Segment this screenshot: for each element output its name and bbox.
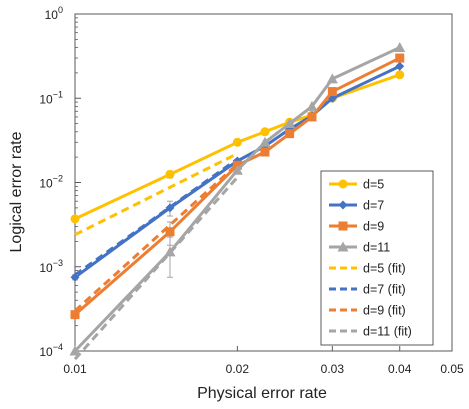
series-d-5-fit [74,152,239,237]
marker-square [327,87,337,97]
marker-square [260,147,270,157]
series-layer [69,42,406,361]
legend-label: d=7 [363,199,384,213]
y-tick-base: 10 [39,92,53,106]
marker-circle [70,214,80,224]
legend-label: d=11 [363,241,390,255]
series-d-11 [69,42,406,356]
legend-item: d=5 [329,178,384,192]
legend-label: d=7 (fit) [363,283,406,297]
y-tick-base: 10 [39,261,53,275]
marker-circle [165,169,175,179]
marker-circle [232,137,242,147]
marker-triangle [69,345,81,356]
marker-square [307,112,317,122]
marker-triangle [259,136,271,147]
series-line-d-11 [73,46,401,353]
y-tick-label: 10−2 [39,174,63,191]
marker-square [70,310,80,320]
marker-square [285,129,295,139]
legend-box [320,170,434,346]
marker-triangle [284,118,296,129]
legend-item: d=11 (fit) [329,325,412,339]
fit-line-d-7-fit [74,157,239,277]
y-tick-base: 10 [45,8,59,22]
legend-label: d=9 (fit) [363,304,406,318]
marker-triangle [337,241,349,252]
y-tick-base: 10 [39,177,53,191]
y-tick-exponent: −3 [53,258,63,268]
marker-circle [338,179,348,189]
marker-triangle [394,42,406,53]
legend-label: d=11 (fit) [363,325,412,339]
y-tick-base: 10 [39,345,53,359]
legend-item: d=9 (fit) [329,304,406,318]
series-d-7-fit [74,157,239,277]
fit-line-d-5-fit [74,152,239,237]
marker-diamond [395,61,405,71]
marker-diamond [165,203,175,213]
y-tick-exponent: −2 [53,174,63,184]
series-line-d-7 [74,64,401,279]
legend-label: d=9 [363,220,384,234]
legend-item: d=11 [329,241,390,255]
marker-triangle [164,246,176,257]
marker-triangle [306,100,318,111]
y-axis-label: Logical error rate [8,131,25,252]
marker-square [165,227,175,237]
marker-triangle [231,164,243,175]
marker-square [395,53,405,63]
marker-circle [260,127,270,137]
fit-line-d-9-fit [73,163,239,312]
y-tick-label: 10−3 [39,258,63,275]
marker-square [338,221,348,231]
marker-triangle [326,73,338,84]
x-tick-label: 0.02 [226,362,250,376]
marker-diamond [70,272,80,282]
y-tick-exponent: 0 [58,5,63,15]
y-tick-exponent: −4 [53,342,63,352]
legend-item: d=5 (fit) [329,262,406,276]
legend-item: d=9 [329,220,384,234]
y-tick-label: 10−1 [39,89,63,106]
x-tick-label: 0.04 [388,362,412,376]
marker-diamond [338,200,348,210]
legend-item: d=7 [329,199,384,213]
x-tick-label: 0.01 [63,362,87,376]
legend-label: d=5 (fit) [363,262,406,276]
series-d-9-fit [73,163,239,312]
marker-circle [395,70,405,80]
y-tick-label: 10−4 [39,342,63,359]
legend: d=5 d=7 d=9 d=11 d=5 (fit) d=7 (fit) d=9 (fit)… [320,170,434,346]
legend-label: d=5 [363,178,384,192]
x-axis-label: Physical error rate [197,385,327,402]
y-tick-exponent: −1 [53,89,63,99]
legend-item: d=7 (fit) [329,283,406,297]
x-tick-label: 0.03 [321,362,345,376]
y-tick-label: 100 [45,5,63,22]
x-tick-label: 0.05 [440,362,464,376]
